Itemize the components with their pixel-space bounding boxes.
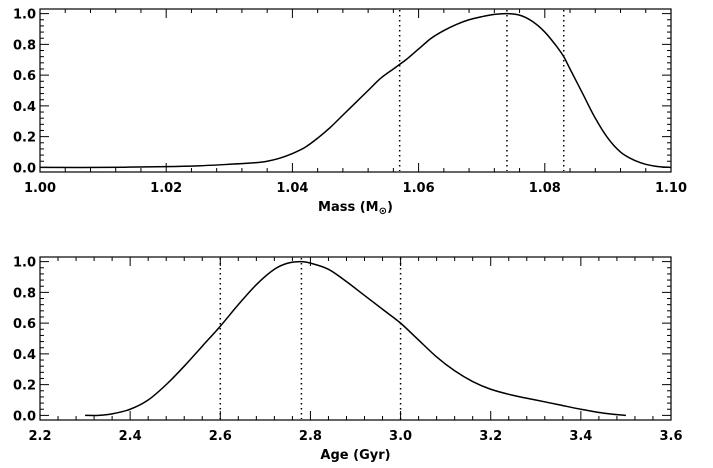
x-tick-label: 2.2	[28, 429, 51, 444]
x-tick-label: 1.04	[276, 181, 308, 196]
x-tick-label: 1.00	[24, 181, 56, 196]
x-tick-label: 1.02	[150, 181, 182, 196]
x-tick-label: 1.10	[655, 181, 687, 196]
y-tick-label: 0.2	[13, 131, 36, 146]
x-axis-label: Mass (M⊙)	[318, 200, 393, 217]
y-tick-label: 0.6	[13, 69, 36, 84]
x-tick-label: 3.4	[569, 429, 592, 444]
x-tick-label: 2.4	[119, 429, 142, 444]
x-tick-label: 2.6	[209, 429, 232, 444]
x-axis-label: Age (Gyr)	[320, 448, 390, 463]
y-tick-label: 0.4	[13, 100, 36, 115]
plot-frame	[39, 256, 672, 421]
x-tick-label: 3.2	[479, 429, 502, 444]
y-tick-label: 0.8	[13, 286, 36, 301]
x-tick-label: 1.06	[403, 181, 435, 196]
y-tick-label: 0.0	[13, 409, 36, 424]
y-tick-label: 0.6	[13, 317, 36, 332]
y-tick-label: 1.0	[13, 256, 36, 271]
y-tick-label: 0.0	[13, 161, 36, 176]
probability-curve	[39, 12, 672, 169]
plot-frame	[39, 8, 672, 173]
x-tick-label: 3.0	[389, 429, 412, 444]
probability-curve	[85, 260, 627, 417]
plot-panel-mass: 1.00 1.02 1.04 1.06 1.08 1.10 0.0 0.2 0.4 0.6 0.8 1…	[13, 8, 687, 217]
y-tick-label: 0.8	[13, 38, 36, 53]
x-tick-label: 3.6	[659, 429, 682, 444]
x-tick-label: 1.08	[529, 181, 561, 196]
y-tick-label: 0.4	[13, 348, 36, 363]
y-tick-label: 1.0	[13, 8, 36, 23]
x-tick-label: 2.8	[299, 429, 322, 444]
plot-panel-age: 2.2 2.4 2.6 2.8 3.0 3.2 3.4 3.6 0.0 0.2 0.4 0.6 0.8 1…	[13, 256, 683, 463]
y-tick-label: 0.2	[13, 379, 36, 394]
